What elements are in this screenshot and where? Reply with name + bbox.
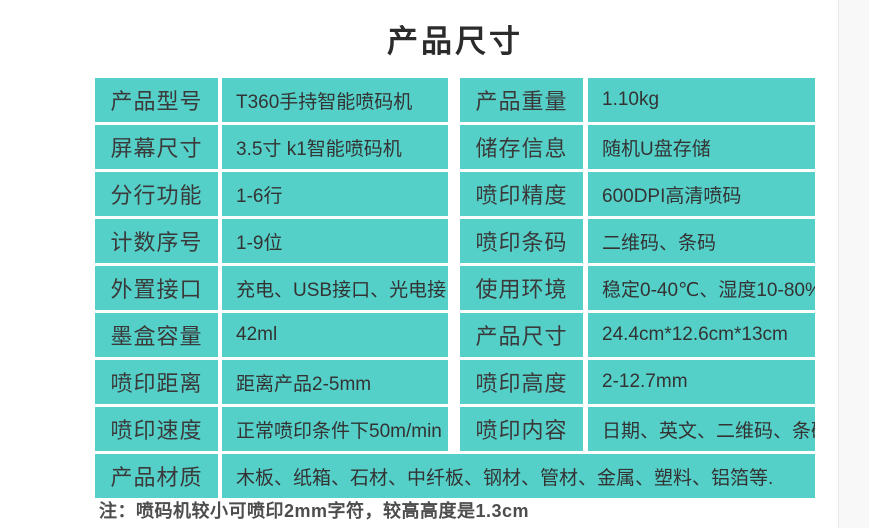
page-edge-strip [838,0,869,528]
spec-label: 喷印高度 [460,360,583,404]
spec-value: T360手持智能喷码机 [222,78,448,122]
spec-value: 1-9位 [222,219,448,263]
spec-label: 喷印距离 [95,360,218,404]
table-row: 产品型号 T360手持智能喷码机 产品重量 1.10kg [95,78,815,122]
page-title: 产品尺寸 [387,24,523,59]
spec-value: 3.5寸 k1智能喷码机 [222,125,448,169]
table-row: 计数序号 1-9位 喷印条码 二维码、条码 [95,219,815,263]
table-row: 墨盒容量 42ml 产品尺寸 24.4cm*12.6cm*13cm [95,313,815,357]
spec-value: 稳定0-40℃、湿度10-80% [588,266,815,310]
table-row: 分行功能 1-6行 喷印精度 600DPI高清喷码 [95,172,815,216]
table-row: 喷印速度 正常喷印条件下50m/min 喷印内容 日期、英文、二维码、条码 [95,407,815,451]
spec-label: 计数序号 [95,219,218,263]
spec-value: 1-6行 [222,172,448,216]
table-row: 屏幕尺寸 3.5寸 k1智能喷码机 储存信息 随机U盘存储 [95,125,815,169]
spec-value: 24.4cm*12.6cm*13cm [588,313,815,357]
spec-label: 屏幕尺寸 [95,125,218,169]
spec-value: 1.10kg [588,78,815,122]
spec-value: 日期、英文、二维码、条码 [588,407,815,451]
spec-label: 产品重量 [460,78,583,122]
spec-label: 产品型号 [95,78,218,122]
spec-label: 产品材质 [95,454,218,498]
spec-value: 600DPI高清喷码 [588,172,815,216]
spec-label: 分行功能 [95,172,218,216]
table-row: 喷印距离 距离产品2-5mm 喷印高度 2-12.7mm [95,360,815,404]
spec-label: 产品尺寸 [460,313,583,357]
spec-label: 储存信息 [460,125,583,169]
spec-label: 喷印条码 [460,219,583,263]
spec-value: 2-12.7mm [588,360,815,404]
footnote: 注：喷码机较小可喷印2mm字符，较高高度是1.3cm [99,501,530,521]
spec-value: 42ml [222,313,448,357]
spec-label: 墨盒容量 [95,313,218,357]
spec-value: 距离产品2-5mm [222,360,448,404]
spec-label: 喷印精度 [460,172,583,216]
table-row-material: 产品材质 木板、纸箱、石材、中纤板、钢材、管材、金属、塑料、铝箔等. [95,454,815,498]
spec-label: 喷印内容 [460,407,583,451]
table-row: 外置接口 充电、USB接口、光电接口 使用环境 稳定0-40℃、湿度10-80% [95,266,815,310]
spec-label: 外置接口 [95,266,218,310]
spec-value: 木板、纸箱、石材、中纤板、钢材、管材、金属、塑料、铝箔等. [222,454,815,498]
spec-value: 随机U盘存储 [588,125,815,169]
spec-label: 喷印速度 [95,407,218,451]
spec-value: 正常喷印条件下50m/min [222,407,448,451]
spec-value: 二维码、条码 [588,219,815,263]
spec-table: 产品型号 T360手持智能喷码机 产品重量 1.10kg 屏幕尺寸 3.5寸 k… [95,78,815,501]
spec-label: 使用环境 [460,266,583,310]
spec-value: 充电、USB接口、光电接口 [222,266,448,310]
